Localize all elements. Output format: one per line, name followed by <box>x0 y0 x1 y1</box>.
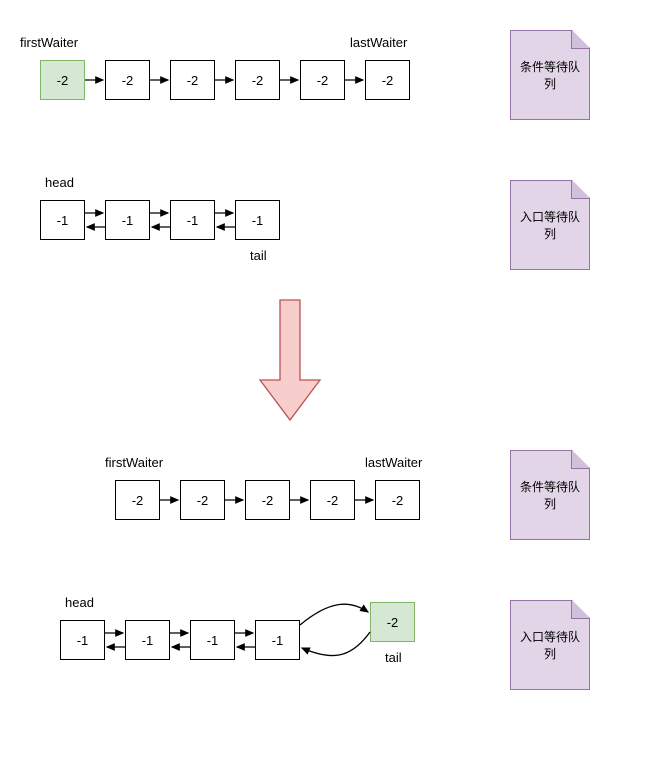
file-note-cond2-text: 条件等待队列 <box>515 478 585 512</box>
entry1-node-2: -1 <box>170 200 215 240</box>
entry2-node-2: -1 <box>190 620 235 660</box>
entry2-extra-node: -2 <box>370 602 415 642</box>
diagram-canvas: firstWaiter lastWaiter -2 -2 -2 -2 -2 -2… <box>0 0 651 768</box>
entry2-node-3: -1 <box>255 620 300 660</box>
label-tail-1: tail <box>250 248 267 263</box>
cond1-node-1: -2 <box>105 60 150 100</box>
label-tail-2: tail <box>385 650 402 665</box>
cond2-node-1: -2 <box>180 480 225 520</box>
entry1-node-1: -1 <box>105 200 150 240</box>
label-firstwaiter-1: firstWaiter <box>20 35 78 50</box>
cond2-node-0: -2 <box>115 480 160 520</box>
cond2-node-4: -2 <box>375 480 420 520</box>
file-note-cond2: 条件等待队列 <box>510 450 590 540</box>
entry2-node-1: -1 <box>125 620 170 660</box>
file-note-cond1-text: 条件等待队列 <box>515 58 585 92</box>
cond1-node-4: -2 <box>300 60 345 100</box>
cond2-node-2: -2 <box>245 480 290 520</box>
cond1-node-5: -2 <box>365 60 410 100</box>
cond2-node-3: -2 <box>310 480 355 520</box>
file-note-entry1-text: 入口等待队列 <box>515 208 585 242</box>
label-head-1: head <box>45 175 74 190</box>
label-lastwaiter-1: lastWaiter <box>350 35 407 50</box>
cond1-node-3: -2 <box>235 60 280 100</box>
file-note-cond1: 条件等待队列 <box>510 30 590 120</box>
entry2-node-0: -1 <box>60 620 105 660</box>
cond1-node-2: -2 <box>170 60 215 100</box>
file-note-entry2-text: 入口等待队列 <box>515 628 585 662</box>
label-lastwaiter-2: lastWaiter <box>365 455 422 470</box>
file-note-entry1: 入口等待队列 <box>510 180 590 270</box>
file-note-entry2: 入口等待队列 <box>510 600 590 690</box>
entry1-node-0: -1 <box>40 200 85 240</box>
entry1-node-3: -1 <box>235 200 280 240</box>
label-head-2: head <box>65 595 94 610</box>
label-firstwaiter-2: firstWaiter <box>105 455 163 470</box>
cond1-node-0: -2 <box>40 60 85 100</box>
